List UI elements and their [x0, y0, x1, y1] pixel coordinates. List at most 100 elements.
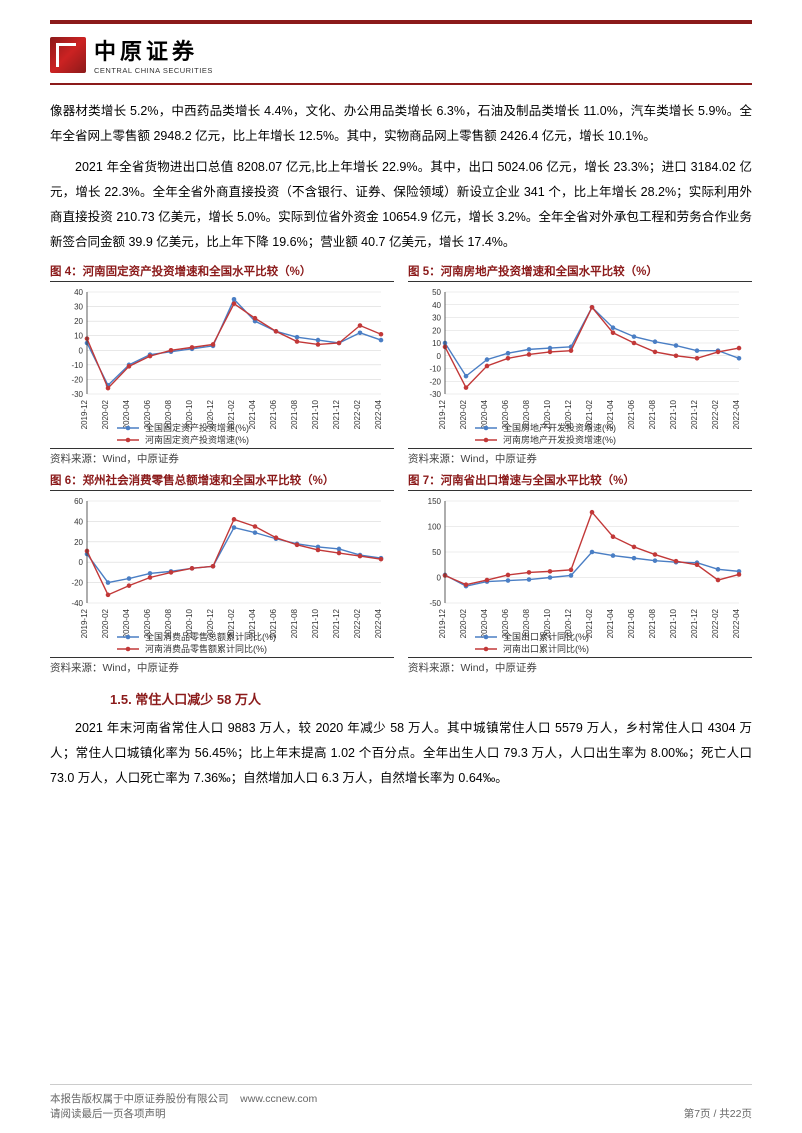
chart-6-title: 图 6：郑州社会消费零售总额增速和全国水平比较（%）	[50, 472, 394, 488]
svg-text:2021-10: 2021-10	[669, 399, 678, 429]
svg-text:2021-10: 2021-10	[311, 399, 320, 429]
svg-text:2019-12: 2019-12	[438, 608, 447, 638]
svg-text:2020-04: 2020-04	[480, 608, 489, 638]
logo-en: CENTRAL CHINA SECURITIES	[94, 66, 213, 75]
svg-text:2019-12: 2019-12	[438, 399, 447, 429]
paragraph-1: 像器材类增长 5.2%，中西药品类增长 4.4%，文化、办公用品类增长 6.3%…	[50, 99, 752, 149]
svg-text:河南出口累计同比(%): 河南出口累计同比(%)	[503, 643, 589, 654]
chart-grid: 图 4：河南固定资产投资增速和全国水平比较（%） -30-20-10010203…	[50, 263, 752, 675]
svg-text:2019-12: 2019-12	[80, 608, 89, 638]
svg-text:2021-06: 2021-06	[627, 399, 636, 429]
svg-text:20: 20	[74, 317, 83, 326]
logo-icon	[50, 37, 86, 73]
svg-text:2021-04: 2021-04	[606, 608, 615, 638]
svg-text:2021-06: 2021-06	[627, 608, 636, 638]
svg-text:50: 50	[432, 548, 441, 557]
svg-text:2021-08: 2021-08	[290, 608, 299, 638]
svg-text:2021-12: 2021-12	[690, 608, 699, 638]
svg-text:全国固定资产投资增速(%): 全国固定资产投资增速(%)	[145, 422, 249, 433]
svg-text:10: 10	[74, 331, 83, 340]
svg-text:20: 20	[74, 537, 83, 546]
svg-text:0: 0	[79, 558, 84, 567]
svg-text:2021-06: 2021-06	[269, 399, 278, 429]
svg-text:-10: -10	[71, 360, 83, 369]
svg-text:0: 0	[437, 573, 442, 582]
svg-text:2020-04: 2020-04	[122, 608, 131, 638]
header-divider	[50, 83, 752, 85]
chart-4-plot: -30 -20 -10 0 10 20 30 40 2019-12 2020-02 2020-04 2…	[50, 286, 394, 446]
chart-4: 图 4：河南固定资产投资增速和全国水平比较（%） -30-20-10010203…	[50, 263, 394, 466]
footer-copyright: 本报告版权属于中原证券股份有限公司	[50, 1093, 229, 1105]
svg-text:2020-02: 2020-02	[101, 608, 110, 638]
chart-7: 图 7：河南省出口增速与全国水平比较（%） -50 0 50 100 150 2019-1…	[408, 472, 752, 675]
svg-text:2020-04: 2020-04	[122, 399, 131, 429]
svg-text:2020-02: 2020-02	[101, 399, 110, 429]
svg-text:-20: -20	[71, 578, 83, 587]
svg-text:-30: -30	[429, 390, 441, 399]
svg-text:2022-02: 2022-02	[711, 608, 720, 638]
logo-cn: 中原证券	[94, 34, 213, 66]
svg-text:60: 60	[74, 497, 83, 506]
svg-text:2021-12: 2021-12	[332, 399, 341, 429]
chart-7-source: 资料来源：Wind，中原证券	[408, 660, 752, 675]
svg-text:全国房地产开发投资增速(%): 全国房地产开发投资增速(%)	[503, 422, 616, 433]
svg-text:2020-04: 2020-04	[480, 399, 489, 429]
footer: 本报告版权属于中原证券股份有限公司 www.ccnew.com 请阅读最后一页各…	[50, 1084, 752, 1121]
chart-6-source: 资料来源：Wind，中原证券	[50, 660, 394, 675]
section-1-5-heading: 1.5. 常住人口减少 58 万人	[110, 689, 752, 708]
chart-6-plot: -40-2002040602019-122020-022020-042020-0…	[50, 495, 394, 655]
svg-text:-50: -50	[429, 599, 441, 608]
svg-text:50: 50	[432, 288, 441, 297]
svg-text:2022-04: 2022-04	[732, 399, 741, 429]
svg-text:-10: -10	[429, 364, 441, 373]
svg-text:2021-08: 2021-08	[648, 399, 657, 429]
footer-pagenum: 第7页 / 共22页	[684, 1106, 752, 1121]
svg-text:2021-10: 2021-10	[311, 608, 320, 638]
top-red-bar	[50, 20, 752, 24]
svg-text:河南房地产开发投资增速(%): 河南房地产开发投资增速(%)	[503, 434, 616, 445]
svg-text:-30: -30	[71, 390, 83, 399]
svg-text:150: 150	[428, 497, 442, 506]
chart-7-plot: -500501001502019-122020-022020-042020-06…	[408, 495, 752, 655]
svg-text:40: 40	[74, 288, 83, 297]
svg-text:2020-02: 2020-02	[459, 608, 468, 638]
svg-text:-20: -20	[71, 375, 83, 384]
svg-text:40: 40	[432, 300, 441, 309]
svg-text:40: 40	[74, 517, 83, 526]
chart-4-source: 资料来源：Wind，中原证券	[50, 451, 394, 466]
chart-7-title: 图 7：河南省出口增速与全国水平比较（%）	[408, 472, 752, 488]
svg-text:2022-04: 2022-04	[374, 399, 383, 429]
svg-text:-40: -40	[71, 599, 83, 608]
chart-5-plot: -30-20-10010203040502019-122020-022020-0…	[408, 286, 752, 446]
svg-text:30: 30	[74, 302, 83, 311]
chart-5-source: 资料来源：Wind，中原证券	[408, 451, 752, 466]
chart-5-title: 图 5：河南房地产投资增速和全国水平比较（%）	[408, 263, 752, 279]
svg-text:2022-02: 2022-02	[711, 399, 720, 429]
svg-text:河南消费品零售额累计同比(%): 河南消费品零售额累计同比(%)	[145, 643, 267, 654]
svg-text:0: 0	[79, 346, 84, 355]
paragraph-2: 2021 年全省货物进出口总值 8208.07 亿元,比上年增长 22.9%。其…	[50, 155, 752, 255]
header: 中原证券 CENTRAL CHINA SECURITIES	[50, 34, 752, 75]
chart-5: 图 5：河南房地产投资增速和全国水平比较（%） -30-20-100102030…	[408, 263, 752, 466]
svg-text:2021-12: 2021-12	[690, 399, 699, 429]
svg-text:2022-02: 2022-02	[353, 399, 362, 429]
svg-text:100: 100	[428, 522, 442, 531]
svg-text:2019-12: 2019-12	[80, 399, 89, 429]
paragraph-3: 2021 年末河南省常住人口 9883 万人，较 2020 年减少 58 万人。…	[50, 716, 752, 791]
footer-disclaimer: 请阅读最后一页各项声明	[50, 1108, 166, 1120]
footer-url: www.ccnew.com	[240, 1093, 317, 1105]
svg-text:2022-04: 2022-04	[732, 608, 741, 638]
svg-text:2022-02: 2022-02	[353, 608, 362, 638]
svg-text:河南固定资产投资增速(%): 河南固定资产投资增速(%)	[145, 434, 249, 445]
svg-text:2021-08: 2021-08	[290, 399, 299, 429]
svg-text:20: 20	[432, 326, 441, 335]
svg-text:0: 0	[437, 351, 442, 360]
svg-text:2022-04: 2022-04	[374, 608, 383, 638]
svg-text:2021-12: 2021-12	[332, 608, 341, 638]
svg-text:2021-04: 2021-04	[248, 399, 257, 429]
svg-text:全国出口累计同比(%): 全国出口累计同比(%)	[503, 631, 589, 642]
svg-text:2020-02: 2020-02	[459, 399, 468, 429]
svg-text:30: 30	[432, 313, 441, 322]
svg-text:-20: -20	[429, 377, 441, 386]
svg-text:全国消费品零售总额累计同比(%): 全国消费品零售总额累计同比(%)	[145, 631, 276, 642]
